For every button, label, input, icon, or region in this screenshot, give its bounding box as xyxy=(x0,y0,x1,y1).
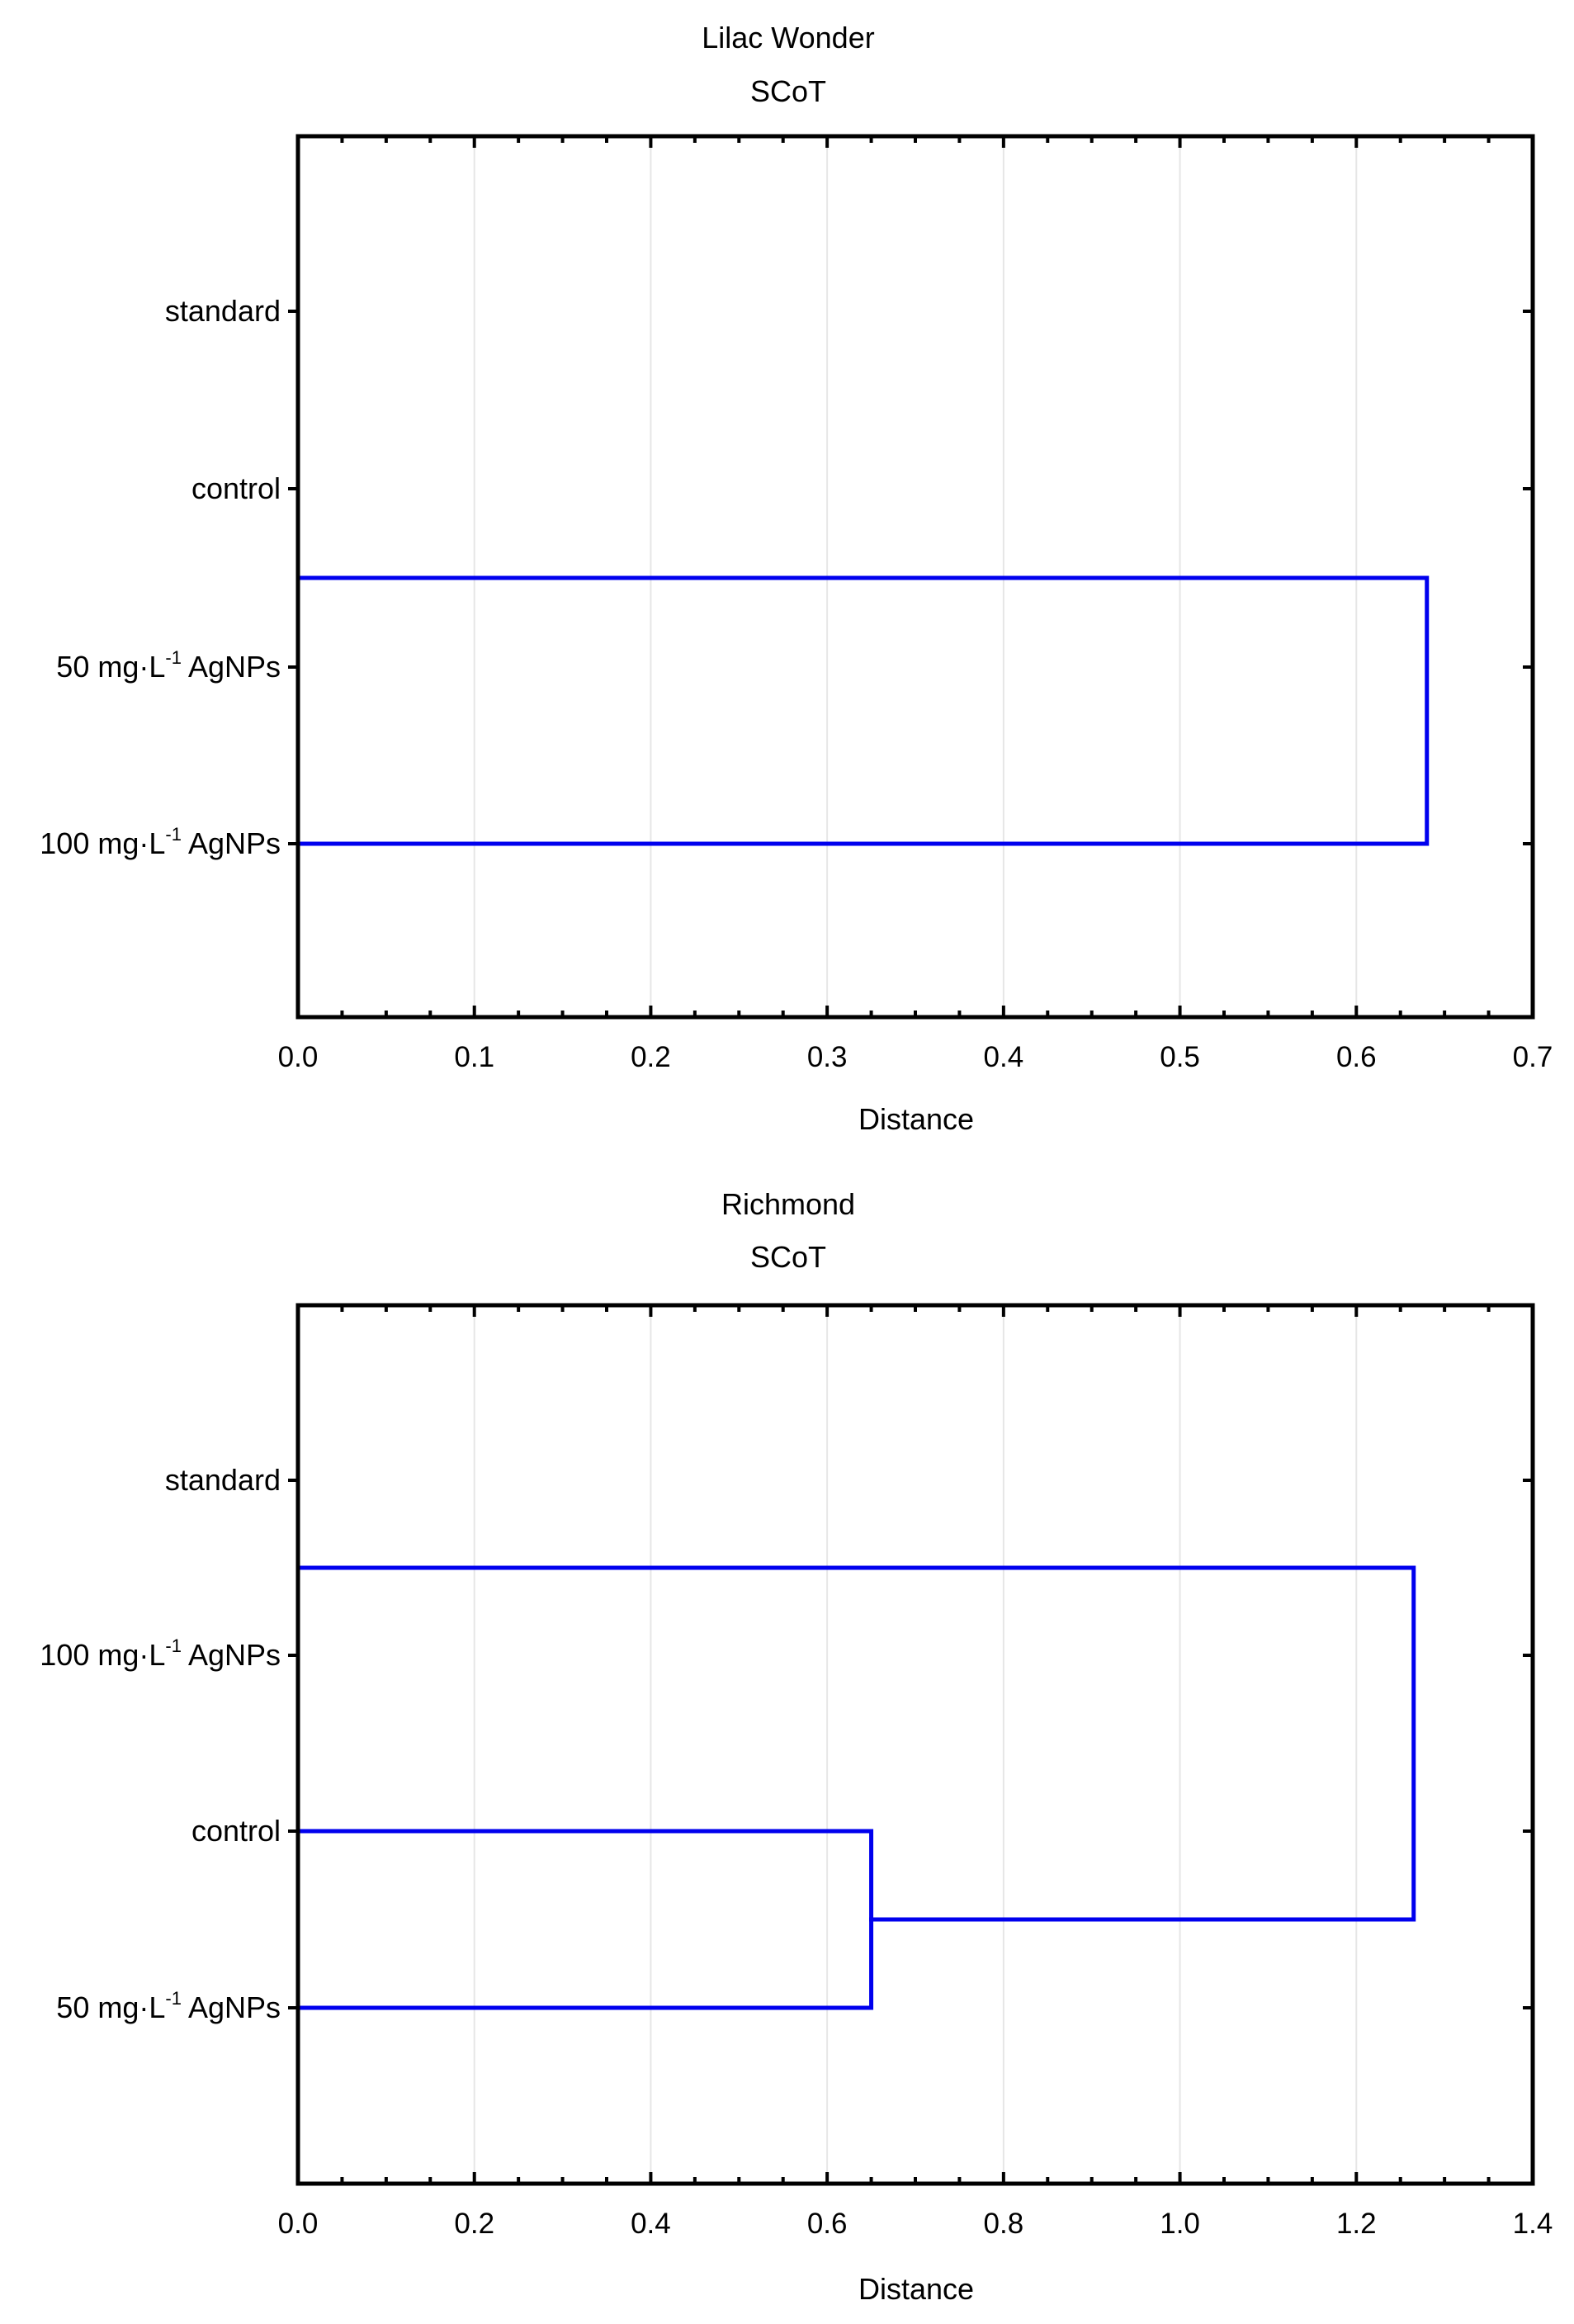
category-label-superscript: -1 xyxy=(165,824,182,845)
x-tick-label: 0.7 xyxy=(1513,1041,1553,1073)
category-label-text: 100 mg·L xyxy=(40,826,165,860)
category-label-text: control xyxy=(191,471,281,505)
x-tick-label: 1.0 xyxy=(1160,2208,1200,2240)
category-label-text: 100 mg·L xyxy=(40,1638,165,1672)
category-label: control xyxy=(191,1814,281,1848)
category-label-superscript: -1 xyxy=(165,1635,182,1656)
category-label-text: 50 mg·L xyxy=(56,1990,165,2024)
x-tick-label: 1.2 xyxy=(1336,2208,1377,2240)
category-label-text: control xyxy=(191,1814,281,1848)
category-label-suffix: AgNPs xyxy=(182,1990,281,2024)
x-tick-label: 0.4 xyxy=(631,2208,671,2240)
category-label-text: standard xyxy=(165,294,281,328)
category-label-text: 50 mg·L xyxy=(56,650,165,684)
x-axis-label: Distance xyxy=(858,2272,974,2306)
dendrogram-link xyxy=(295,575,1430,846)
x-tick-label: 1.4 xyxy=(1513,2208,1553,2240)
category-label-suffix: AgNPs xyxy=(182,826,281,860)
chart-subtitle: SCoT xyxy=(750,1240,826,1274)
category-label: 100 mg·L-1 AgNPs xyxy=(40,1635,281,1672)
x-tick-label: 0.5 xyxy=(1160,1041,1200,1073)
chart-title: Lilac Wonder xyxy=(702,21,874,54)
category-label: standard xyxy=(165,1463,281,1497)
category-label: control xyxy=(191,471,281,505)
x-tick-label: 0.8 xyxy=(984,2208,1024,2240)
category-label: 50 mg·L-1 AgNPs xyxy=(56,647,281,684)
x-tick-label: 0.6 xyxy=(807,2208,848,2240)
dendrogram-link xyxy=(295,1565,1416,1922)
x-tick-label: 0.2 xyxy=(454,2208,494,2240)
plot-frame xyxy=(295,1303,1535,2186)
dendrogram-link xyxy=(295,1829,874,2010)
category-label-superscript: -1 xyxy=(165,647,182,668)
category-label-text: standard xyxy=(165,1463,281,1497)
chart-subtitle: SCoT xyxy=(750,74,826,108)
category-label: standard xyxy=(165,294,281,328)
x-axis-label: Distance xyxy=(858,1102,974,1136)
chart-title: Richmond xyxy=(721,1187,855,1221)
x-tick-label: 0.4 xyxy=(984,1041,1024,1073)
x-tick-label: 0.6 xyxy=(1336,1041,1377,1073)
category-label-suffix: AgNPs xyxy=(182,650,281,684)
x-tick-label: 0.0 xyxy=(278,2208,319,2240)
category-label-suffix: AgNPs xyxy=(182,1638,281,1672)
x-tick-label: 0.0 xyxy=(278,1041,319,1073)
x-tick-label: 0.2 xyxy=(631,1041,671,1073)
category-label-superscript: -1 xyxy=(165,1988,182,2009)
plot-frame xyxy=(295,134,1535,1020)
category-label: 50 mg·L-1 AgNPs xyxy=(56,1988,281,2024)
x-tick-label: 0.3 xyxy=(807,1041,848,1073)
category-label: 100 mg·L-1 AgNPs xyxy=(40,824,281,860)
dendrogram-panel-lilac-wonder: Lilac Wonder SCoT 0.0 0.1 0.2 0.3 0.4 0.5 0.6 0.7… xyxy=(40,21,1553,1136)
dendrogram-panel-richmond: Richmond SCoT 0.0 0.2 0.4 0.6 0.8 1.0 1.2 1.4 Dist… xyxy=(40,1187,1553,2306)
x-tick-label: 0.1 xyxy=(454,1041,494,1073)
